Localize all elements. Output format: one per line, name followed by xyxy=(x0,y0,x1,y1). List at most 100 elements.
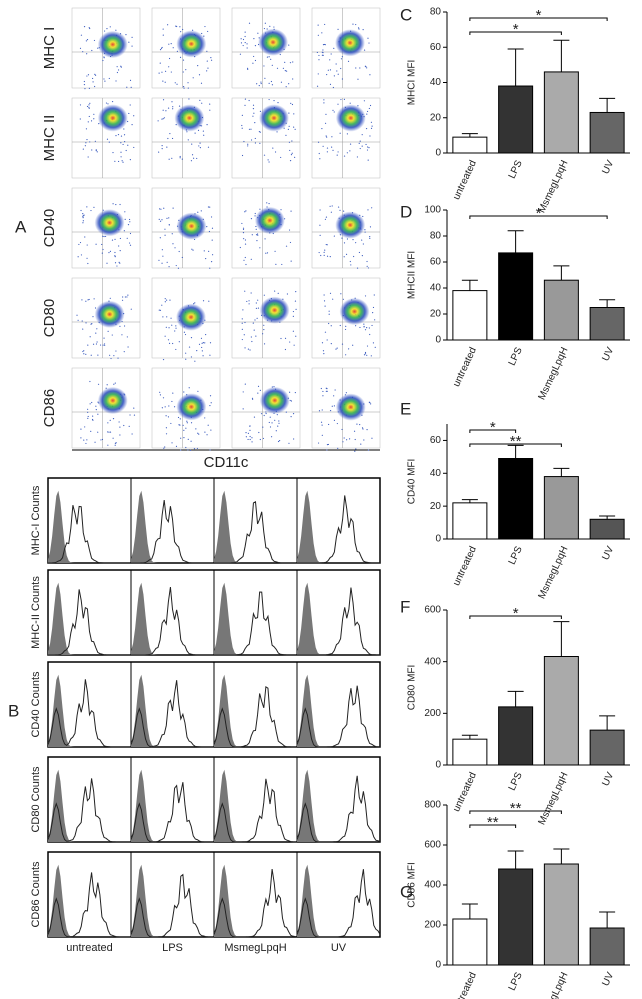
event-dot xyxy=(179,155,181,158)
event-dot xyxy=(247,432,249,434)
event-dot xyxy=(108,251,110,254)
event-dot xyxy=(164,228,166,230)
event-dot xyxy=(324,331,327,333)
density xyxy=(94,300,125,328)
event-dot xyxy=(242,227,245,229)
event-dot xyxy=(178,250,180,253)
event-dot xyxy=(79,47,82,49)
row-label: CD86 Counts xyxy=(30,861,42,928)
event-dot xyxy=(363,326,365,328)
event-dot xyxy=(322,49,324,51)
event-dot xyxy=(271,84,274,86)
event-dot xyxy=(289,241,292,244)
event-dot xyxy=(92,415,94,417)
event-dot xyxy=(83,83,86,86)
isotype-fill xyxy=(48,490,131,563)
event-dot xyxy=(331,205,333,207)
event-dot xyxy=(175,348,177,351)
event-dot xyxy=(368,401,370,403)
event-dot xyxy=(292,330,294,332)
event-dot xyxy=(269,25,271,27)
event-dot xyxy=(80,254,83,256)
bar xyxy=(543,476,579,540)
event-dot xyxy=(129,414,131,416)
event-dot xyxy=(112,437,114,439)
event-dot xyxy=(366,265,368,267)
event-dot xyxy=(127,224,130,226)
event-dot xyxy=(123,424,125,427)
event-dot xyxy=(86,439,88,441)
event-dot xyxy=(198,74,201,76)
significance-bracket xyxy=(469,429,517,433)
y-tick-label: 200 xyxy=(424,920,441,931)
density xyxy=(176,393,207,421)
event-dot xyxy=(78,243,80,246)
event-dot xyxy=(367,159,369,161)
event-dot xyxy=(128,41,130,43)
event-dot xyxy=(329,292,332,294)
event-dot xyxy=(83,353,85,355)
event-dot xyxy=(82,213,84,215)
row-label: CD80 Counts xyxy=(30,766,42,833)
event-dot xyxy=(209,109,211,111)
event-dot xyxy=(257,234,259,236)
event-dot xyxy=(289,160,292,162)
event-dot xyxy=(172,207,174,209)
panel-label: A xyxy=(15,217,27,236)
stain-line xyxy=(213,685,298,748)
event-dot xyxy=(340,67,342,70)
event-dot xyxy=(190,337,193,339)
significance-label: ** xyxy=(487,814,499,831)
event-dot xyxy=(343,437,345,439)
event-dot xyxy=(123,325,126,327)
event-dot xyxy=(293,126,295,128)
event-dot xyxy=(84,145,86,147)
event-dot xyxy=(84,236,86,238)
event-dot xyxy=(163,117,166,119)
event-dot xyxy=(103,30,106,32)
event-dot xyxy=(85,300,87,302)
event-dot xyxy=(198,343,201,345)
event-dot xyxy=(244,35,246,38)
event-dot xyxy=(294,300,297,302)
event-dot xyxy=(90,120,93,122)
event-dot xyxy=(331,136,333,138)
event-dot xyxy=(164,406,166,408)
event-dot xyxy=(119,237,121,240)
event-dot xyxy=(208,300,210,302)
significance-bracket xyxy=(469,31,562,35)
event-dot xyxy=(115,442,117,444)
event-dot xyxy=(265,411,267,413)
event-dot xyxy=(359,147,361,150)
event-dot xyxy=(292,413,295,415)
stain-line xyxy=(47,589,131,656)
event-dot xyxy=(288,229,291,231)
event-dot xyxy=(253,329,255,331)
event-dot xyxy=(285,134,287,137)
event-dot xyxy=(188,98,190,100)
event-dot xyxy=(363,354,366,356)
event-dot xyxy=(343,98,346,100)
event-dot xyxy=(182,28,184,31)
event-dot xyxy=(244,256,246,259)
event-dot xyxy=(341,78,344,80)
event-dot xyxy=(362,29,364,31)
event-dot xyxy=(197,129,200,131)
x-tick-label: MsmegLpqH xyxy=(537,346,571,402)
event-dot xyxy=(103,56,105,58)
event-dot xyxy=(95,409,97,411)
event-dot xyxy=(270,58,272,60)
y-tick-label: 20 xyxy=(430,112,442,123)
event-dot xyxy=(207,30,209,33)
event-dot xyxy=(171,233,173,235)
x-tick-label: MsmegLpqH xyxy=(537,971,571,999)
event-dot xyxy=(179,424,181,426)
row-label: MHC II xyxy=(41,115,58,162)
event-dot xyxy=(112,151,114,154)
event-dot xyxy=(172,392,174,394)
event-dot xyxy=(88,106,90,108)
event-dot xyxy=(162,28,164,30)
event-dot xyxy=(339,324,341,327)
event-dot xyxy=(96,151,98,153)
event-dot xyxy=(323,251,325,253)
